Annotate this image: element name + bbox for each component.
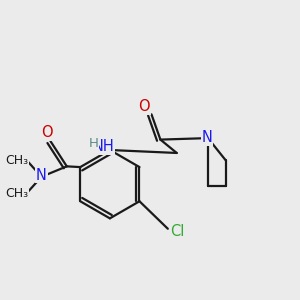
Text: CH₃: CH₃ [5, 187, 28, 200]
Text: Cl: Cl [170, 224, 184, 238]
Text: O: O [41, 125, 53, 140]
Text: NH: NH [92, 139, 114, 154]
Text: CH₃: CH₃ [5, 154, 28, 167]
Text: N: N [202, 130, 212, 145]
Text: N: N [36, 168, 47, 183]
Text: O: O [138, 99, 150, 114]
Text: H: H [88, 137, 98, 150]
